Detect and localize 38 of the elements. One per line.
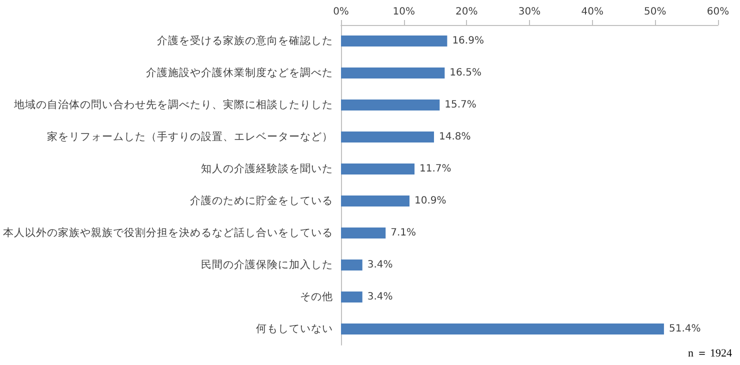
- data-label: 11.7%: [420, 164, 452, 174]
- y-tick-label: 地域の自治体の問い合わせ先を調べたり、実際に相談したりした: [13, 98, 333, 111]
- x-tick-label: 0%: [333, 6, 349, 18]
- y-tick-label: 本人以外の家族や親族で役割分担を決めるなど話し合いをしている: [3, 226, 333, 239]
- data-label: 14.8%: [438, 132, 471, 142]
- x-tick-label: 40%: [581, 6, 604, 18]
- bar: [341, 132, 434, 142]
- x-tick-label: 60%: [706, 6, 730, 18]
- text: n ＝ 1924: [688, 348, 732, 360]
- y-tick-label: 民間の介護保険に加入した: [201, 258, 333, 271]
- data-label: 15.7%: [444, 100, 476, 110]
- data-label: 16.5%: [450, 68, 482, 78]
- y-tick-label: 介護を受ける家族の意向を確認した: [157, 34, 333, 47]
- bar: [341, 324, 664, 334]
- x-tick-label: 20%: [456, 6, 478, 18]
- y-tick-label: 介護のために貯金をしている: [190, 194, 333, 207]
- bar: [341, 68, 445, 78]
- bar: [341, 100, 440, 110]
- data-label: 3.4%: [367, 260, 393, 270]
- data-label: 3.4%: [367, 292, 393, 302]
- x-tick-label: 30%: [518, 6, 541, 18]
- data-label: 16.9%: [452, 36, 484, 46]
- x-tick-label: 50%: [644, 6, 666, 18]
- y-tick-label: 知人の介護経験談を聞いた: [201, 162, 333, 175]
- bar: [341, 164, 415, 174]
- bar: [341, 260, 362, 270]
- bar: [341, 292, 362, 302]
- bar: [341, 196, 410, 206]
- bar: [341, 228, 386, 238]
- x-tick-label: 10%: [392, 6, 415, 18]
- y-tick-label: 何もしていない: [256, 323, 333, 335]
- y-tick-label: 家をリフォームした（手すりの設置、エレベーターなど）: [47, 130, 333, 143]
- data-label: 10.9%: [414, 196, 446, 206]
- y-tick-label: その他: [300, 291, 333, 303]
- data-label: 7.1%: [390, 228, 416, 238]
- y-tick-label: 介護施設や介護休業制度などを調べた: [146, 66, 333, 79]
- bar: [341, 36, 448, 46]
- data-label: 51.4%: [668, 324, 701, 334]
